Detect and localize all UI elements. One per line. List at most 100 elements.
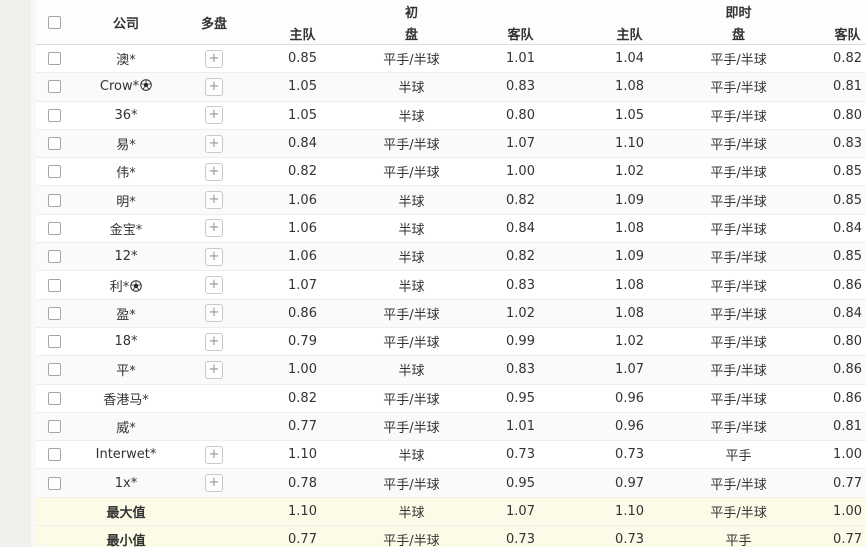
row-select-cell — [36, 326, 72, 356]
live-handicap: 平手/半球 — [684, 496, 794, 526]
multi-expand-button[interactable]: + — [205, 49, 223, 68]
multi-expand-button[interactable]: + — [205, 219, 223, 238]
live-away-odds: 0.82 — [833, 51, 862, 67]
live-handicap: 平手/半球 — [684, 100, 794, 130]
initial-handicap: 半球 — [357, 213, 466, 243]
company-label: 盈* — [116, 307, 136, 323]
company-cell: 伟* — [72, 157, 180, 186]
row-select-cell — [36, 242, 72, 271]
row-checkbox[interactable] — [47, 108, 61, 122]
row-checkbox[interactable] — [47, 137, 61, 151]
company-label: 易* — [116, 138, 136, 154]
initial-home-odds: 1.10 — [248, 496, 357, 526]
row-checkbox[interactable] — [47, 335, 61, 349]
bookmaker-row: 利* + 1.07 半球 0.83 1.08 平手/半球 0.86 — [36, 270, 866, 300]
multi-cell — [180, 383, 248, 413]
select-all-checkbox[interactable] — [47, 15, 61, 29]
initial-home-odds: 1.05 — [248, 72, 357, 102]
live-handicap: 平手/半球 — [684, 242, 794, 271]
row-checkbox[interactable] — [47, 363, 61, 377]
summary-label: 最大值 — [72, 496, 180, 526]
multi-cell: + — [180, 242, 248, 271]
bookmaker-row: 威* 0.77 平手/半球 1.01 0.96 平手/半球 0.81 — [36, 411, 866, 441]
live-home-odds: 0.73 — [575, 525, 685, 547]
live-home-odds: 1.08 — [575, 213, 685, 243]
live-away-odds: 0.86 — [793, 355, 866, 385]
odds-comparison-table-wrap: 公司 多盘 初 即时 主队 盘 客队 主队 盘 客队 澳* + 0.85 平手/ — [36, 0, 866, 547]
multi-expand-button[interactable]: + — [205, 77, 223, 96]
multi-expand-button[interactable]: + — [205, 162, 223, 181]
row-select-cell — [36, 157, 72, 186]
row-select-cell — [36, 411, 72, 441]
row-checkbox[interactable] — [47, 306, 61, 320]
initial-handicap: 平手/半球 — [383, 53, 440, 69]
initial-handicap: 半球 — [357, 355, 466, 385]
multi-cell: + — [180, 355, 248, 385]
row-checkbox[interactable] — [47, 52, 61, 66]
live-home-odds: 1.05 — [575, 100, 685, 130]
row-select-cell — [36, 128, 72, 158]
row-checkbox[interactable] — [47, 391, 61, 405]
company-label: 香港马* — [103, 392, 149, 408]
row-checkbox[interactable] — [47, 221, 61, 235]
live-handicap: 平手/半球 — [684, 72, 794, 102]
summary-label: 最小值 — [72, 525, 180, 547]
row-checkbox[interactable] — [47, 448, 61, 462]
row-checkbox[interactable] — [47, 476, 61, 490]
company-cell: Interwet* — [72, 440, 180, 469]
multi-expand-button[interactable]: + — [205, 106, 223, 125]
header-sub-row: 主队 盘 客队 主队 盘 客队 — [36, 22, 866, 45]
multi-expand-button[interactable]: + — [205, 276, 223, 295]
bookmaker-row: 1x* + 0.78 平手/半球 0.95 0.97 平手/半球 0.77 — [36, 468, 866, 498]
initial-handicap: 平手/半球 — [357, 383, 466, 413]
live-home-odds: 0.73 — [575, 440, 685, 469]
live-home-odds: 1.09 — [575, 185, 685, 215]
multi-expand-button[interactable]: + — [205, 304, 223, 323]
company-label: 12* — [114, 249, 138, 265]
multi-expand-button[interactable]: + — [205, 247, 223, 266]
live-home-odds: 0.96 — [575, 411, 685, 441]
multi-expand-button[interactable]: + — [205, 445, 223, 464]
multi-expand-button[interactable]: + — [205, 134, 223, 153]
initial-handicap: 平手/半球 — [357, 468, 466, 498]
company-label: Interwet* — [95, 447, 157, 463]
live-handicap: 平手/半球 — [684, 411, 794, 441]
row-checkbox[interactable] — [47, 250, 61, 264]
row-checkbox[interactable] — [47, 165, 61, 179]
initial-home-odds: 1.06 — [248, 185, 357, 215]
initial-away-odds: 1.00 — [466, 157, 576, 186]
row-select-cell — [36, 72, 72, 102]
initial-handicap: 平手/半球 — [357, 411, 466, 441]
multi-cell — [180, 411, 248, 441]
live-handicap: 平手/半球 — [684, 383, 794, 413]
row-select-cell — [36, 270, 72, 300]
initial-home-odds: 0.82 — [248, 157, 357, 186]
multi-expand-button[interactable]: + — [205, 474, 223, 493]
live-handicap: 平手/半球 — [684, 270, 794, 300]
soccer-ball-icon — [140, 79, 152, 92]
row-checkbox[interactable] — [47, 420, 61, 433]
initial-away-odds: 0.95 — [466, 383, 576, 413]
multi-expand-button[interactable]: + — [205, 332, 223, 351]
row-checkbox[interactable] — [47, 193, 61, 207]
live-away-odds: 0.85 — [793, 242, 866, 271]
initial-away-odds: 1.07 — [466, 128, 576, 158]
row-checkbox[interactable] — [47, 278, 61, 292]
initial-home-odds: 1.07 — [248, 270, 357, 300]
live-away-odds: 0.86 — [793, 270, 866, 300]
multi-expand-button[interactable]: + — [205, 360, 223, 379]
summary-multi-cell — [180, 496, 248, 526]
initial-away-odds: 0.73 — [466, 440, 576, 469]
bookmaker-row: Interwet* + 1.10 半球 0.73 0.73 平手 1.00 — [36, 440, 866, 469]
live-home-odds: 1.02 — [575, 326, 685, 356]
initial-away-odds: 0.80 — [466, 100, 576, 130]
row-checkbox[interactable] — [47, 80, 61, 94]
initial-away-odds: 1.07 — [466, 496, 576, 526]
initial-home-odds: 0.84 — [248, 128, 357, 158]
initial-home-odds: 0.86 — [248, 298, 357, 328]
table-body: 澳* + 0.85 平手/半球 1.01 1.04 平手/半球 0.82 Cro… — [36, 45, 866, 547]
multi-cell: + — [180, 440, 248, 469]
company-label: 18* — [114, 334, 138, 350]
bookmaker-row: 盈* + 0.86 平手/半球 1.02 1.08 平手/半球 0.84 — [36, 298, 866, 328]
multi-expand-button[interactable]: + — [205, 191, 223, 210]
